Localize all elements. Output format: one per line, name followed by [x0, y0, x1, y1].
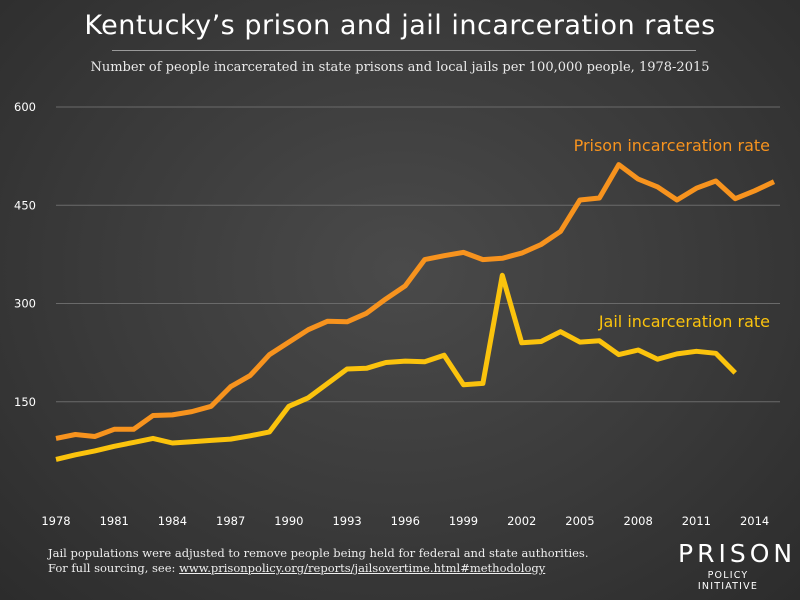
y-tick-label: 150 [14, 395, 36, 409]
prison-series-label: Prison incarceration rate [574, 136, 770, 155]
footnote-prefix: For full sourcing, see: [48, 561, 180, 575]
footnote: Jail populations were adjusted to remove… [48, 546, 589, 576]
logo-main-text: PRISON [678, 539, 797, 568]
x-tick-label: 1981 [100, 514, 129, 528]
x-tick-label: 1990 [274, 514, 303, 528]
methodology-link[interactable]: www.prisonpolicy.org/reports/jailsoverti… [179, 561, 546, 575]
x-tick-label: 1993 [332, 514, 361, 528]
footnote-line-2: For full sourcing, see: www.prisonpolicy… [48, 561, 589, 576]
footnote-line-1: Jail populations were adjusted to remove… [48, 546, 589, 560]
series-lines [55, 162, 776, 462]
y-tick-label: 450 [14, 198, 36, 212]
x-tick-label: 2002 [507, 514, 536, 528]
x-tick-label: 1987 [216, 514, 245, 528]
x-tick-label: 1978 [41, 514, 70, 528]
chart-title: Kentucky’s prison and jail incarceration… [84, 10, 716, 41]
gridlines [56, 106, 780, 403]
x-axis-ticks: 1978 1981 1984 1987 1990 1993 1996 1999 2002 2005… [41, 514, 769, 528]
prison-policy-logo: PRISON POLICY INITIATIVE [678, 539, 797, 593]
x-tick-label: 1996 [391, 514, 420, 528]
logo-sub-text: POLICY INITIATIVE [697, 570, 759, 592]
x-tick-label: 2008 [624, 514, 653, 528]
x-tick-label: 2014 [740, 514, 769, 528]
y-tick-label: 300 [14, 297, 36, 311]
y-axis-ticks: 150 300 450 600 [14, 100, 36, 409]
jail-series-label: Jail incarceration rate [598, 312, 770, 331]
x-tick-label: 2011 [682, 514, 711, 528]
x-tick-label: 1999 [449, 514, 478, 528]
jail-series-line [55, 272, 737, 462]
x-tick-label: 1984 [158, 514, 187, 528]
title-divider [112, 50, 696, 51]
x-tick-label: 2005 [565, 514, 594, 528]
prison-series-line [55, 162, 776, 441]
y-tick-label: 600 [14, 100, 36, 114]
chart-subtitle: Number of people incarcerated in state p… [90, 60, 710, 75]
